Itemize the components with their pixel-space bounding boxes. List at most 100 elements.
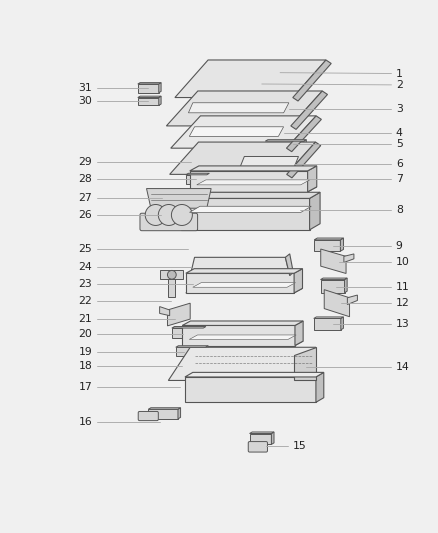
Polygon shape	[138, 96, 161, 98]
Polygon shape	[186, 269, 303, 273]
Polygon shape	[190, 257, 290, 276]
Polygon shape	[250, 433, 272, 445]
Text: 11: 11	[396, 281, 410, 292]
Text: 4: 4	[396, 128, 403, 138]
Text: 1: 1	[396, 69, 403, 78]
Bar	[160, 270, 183, 279]
Polygon shape	[321, 280, 345, 293]
Text: 2: 2	[396, 80, 403, 90]
Polygon shape	[176, 348, 205, 356]
Text: 26: 26	[79, 210, 92, 220]
Polygon shape	[347, 295, 357, 304]
Polygon shape	[172, 328, 203, 338]
Polygon shape	[190, 171, 307, 192]
Text: 20: 20	[78, 329, 92, 339]
Text: 27: 27	[79, 193, 92, 204]
Circle shape	[145, 205, 166, 225]
Text: 22: 22	[79, 296, 92, 306]
Text: 19: 19	[79, 346, 92, 357]
Polygon shape	[321, 278, 347, 280]
Polygon shape	[189, 127, 284, 136]
Text: 5: 5	[396, 139, 403, 149]
Polygon shape	[171, 116, 316, 148]
Polygon shape	[176, 346, 208, 348]
Polygon shape	[188, 103, 289, 113]
Polygon shape	[167, 303, 190, 326]
Polygon shape	[168, 348, 316, 381]
Polygon shape	[340, 238, 343, 251]
Polygon shape	[286, 254, 293, 276]
Text: 25: 25	[79, 244, 92, 254]
Text: 23: 23	[79, 279, 92, 289]
Polygon shape	[310, 192, 320, 230]
Polygon shape	[185, 377, 316, 402]
Polygon shape	[265, 141, 304, 149]
Polygon shape	[203, 327, 206, 338]
Polygon shape	[185, 373, 324, 377]
Circle shape	[171, 205, 192, 225]
Polygon shape	[148, 409, 178, 419]
Polygon shape	[189, 335, 296, 340]
Polygon shape	[186, 273, 294, 293]
Polygon shape	[138, 84, 159, 93]
Polygon shape	[314, 317, 343, 318]
Polygon shape	[175, 60, 326, 98]
Polygon shape	[186, 175, 207, 183]
Polygon shape	[166, 91, 322, 126]
Text: 13: 13	[396, 319, 410, 329]
Polygon shape	[159, 306, 170, 316]
Polygon shape	[314, 240, 340, 251]
Polygon shape	[324, 289, 350, 317]
Text: 21: 21	[79, 314, 92, 324]
Polygon shape	[344, 254, 354, 262]
FancyBboxPatch shape	[248, 441, 268, 452]
Text: 15: 15	[292, 441, 306, 451]
Polygon shape	[181, 198, 310, 230]
Polygon shape	[265, 140, 306, 141]
Polygon shape	[294, 348, 316, 381]
Polygon shape	[190, 206, 311, 212]
Polygon shape	[186, 173, 209, 175]
Polygon shape	[304, 140, 306, 149]
Polygon shape	[159, 96, 161, 106]
Polygon shape	[138, 98, 159, 106]
Polygon shape	[182, 326, 295, 345]
Polygon shape	[287, 142, 321, 178]
Polygon shape	[182, 321, 303, 326]
Polygon shape	[286, 116, 321, 152]
Polygon shape	[314, 318, 341, 330]
Polygon shape	[316, 373, 324, 402]
Text: 14: 14	[396, 362, 410, 372]
Polygon shape	[250, 432, 274, 433]
Polygon shape	[291, 91, 328, 130]
Polygon shape	[190, 187, 317, 192]
Polygon shape	[205, 346, 208, 356]
Polygon shape	[341, 317, 343, 330]
Polygon shape	[307, 166, 317, 192]
Circle shape	[158, 205, 179, 225]
Polygon shape	[321, 249, 346, 273]
Text: 18: 18	[79, 361, 92, 371]
Polygon shape	[314, 238, 343, 240]
Polygon shape	[178, 408, 180, 419]
Text: 17: 17	[79, 382, 92, 392]
Text: 31: 31	[79, 83, 92, 93]
Text: 8: 8	[396, 205, 403, 215]
Polygon shape	[148, 408, 180, 409]
Text: 7: 7	[396, 174, 403, 184]
Polygon shape	[190, 166, 317, 171]
Polygon shape	[138, 83, 161, 84]
Polygon shape	[293, 60, 331, 101]
Polygon shape	[295, 321, 303, 345]
FancyBboxPatch shape	[138, 411, 158, 421]
Text: 12: 12	[396, 298, 410, 308]
Polygon shape	[172, 327, 206, 328]
Polygon shape	[345, 278, 347, 293]
FancyBboxPatch shape	[140, 213, 198, 231]
Polygon shape	[147, 189, 211, 208]
Polygon shape	[187, 192, 320, 198]
Text: 10: 10	[396, 257, 410, 267]
Text: 6: 6	[396, 159, 403, 169]
Polygon shape	[239, 157, 298, 169]
Polygon shape	[186, 288, 303, 293]
